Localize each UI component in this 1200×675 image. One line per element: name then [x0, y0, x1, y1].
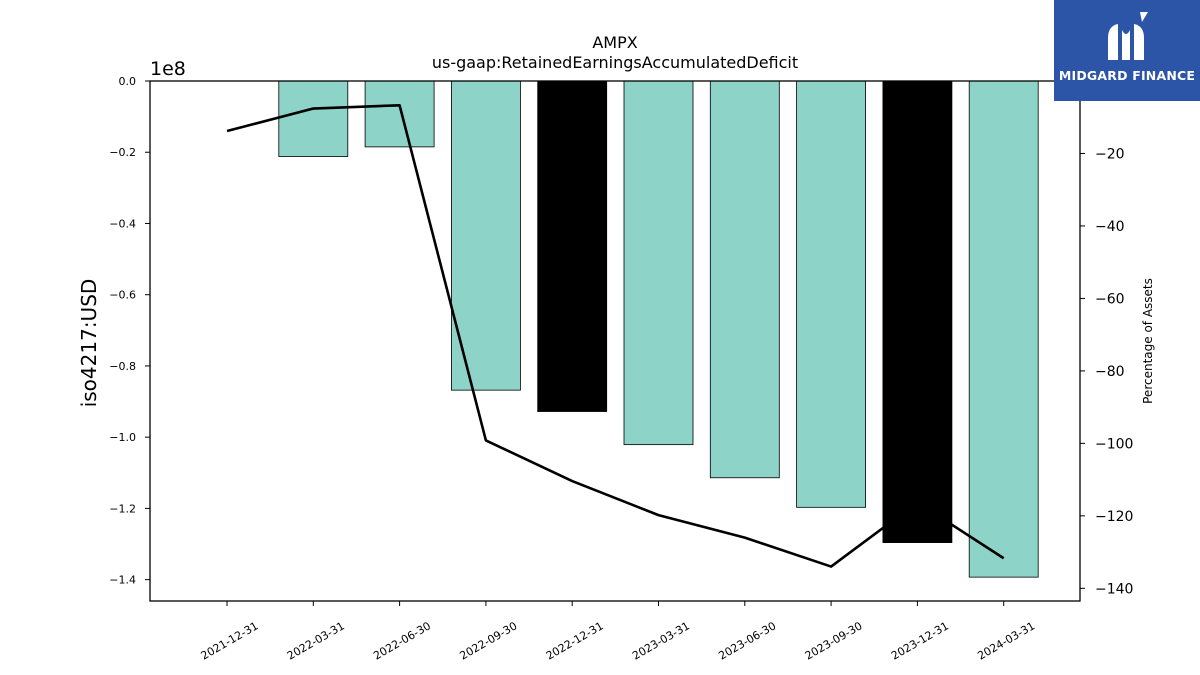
bar-2023-06-30	[709, 80, 780, 479]
y-tick-label: 0.0	[119, 75, 137, 88]
bar-2022-12-31	[537, 80, 608, 412]
y2-tick-label: −120	[1095, 509, 1133, 525]
x-tick-label: 2022-03-31	[285, 619, 347, 662]
y2-tick-label: −40	[1095, 219, 1125, 235]
y-tick-label: −0.4	[109, 217, 136, 230]
y-axis-left: 0.0 −0.2 −0.4 −0.6 −0.8 −1.0 −1.2 −1.4	[109, 75, 150, 587]
chart-subtitle: us-gaap:RetainedEarningsAccumulatedDefic…	[432, 53, 798, 72]
bar-2022-09-30	[450, 80, 521, 391]
y2-tick-label: −100	[1095, 436, 1133, 452]
y2-tick-label: −20	[1095, 146, 1125, 162]
bar-2023-09-30	[796, 80, 866, 508]
y-axis-label: iso4217:USD	[77, 279, 101, 408]
x-tick-label: 2023-09-30	[803, 619, 865, 662]
y2-tick-label: −140	[1095, 581, 1133, 597]
bar-2022-06-30	[364, 80, 435, 148]
x-tick-label: 2023-12-31	[889, 619, 951, 662]
y-tick-label: −0.8	[109, 360, 136, 373]
x-tick-label: 2021-12-31	[199, 619, 261, 662]
bar-2023-12-31	[882, 80, 953, 543]
y2-tick-label: −80	[1095, 364, 1125, 380]
bar-2023-03-31	[623, 80, 694, 446]
x-tick-label: 2023-06-30	[716, 619, 778, 662]
bars-group	[278, 80, 1039, 578]
y-axis-right: −20 −40 −60 −80 −100 −120 −140	[1080, 146, 1133, 597]
chart-title: AMPX	[592, 33, 637, 52]
y2-tick-label: −60	[1095, 291, 1125, 307]
percentage-of-assets-line	[226, 103, 1005, 568]
line-group	[226, 103, 1005, 568]
plot-frame	[149, 80, 1081, 602]
logo-text: MIDGARD FINANCE	[1058, 68, 1196, 83]
x-tick-label: 2024-03-31	[975, 619, 1037, 662]
y-tick-label: −0.6	[109, 289, 136, 302]
y-tick-label: −1.2	[109, 502, 136, 515]
x-tick-label: 2023-03-31	[630, 619, 692, 662]
bar-2024-03-31	[968, 80, 1039, 578]
midgard-finance-logo: MIDGARD FINANCE	[1054, 0, 1200, 101]
x-tick-label: 2022-09-30	[458, 619, 520, 662]
y-offset-label: 1e8	[150, 58, 186, 80]
y2-axis-label: Percentage of Assets	[1141, 278, 1155, 404]
y-tick-label: −0.2	[109, 146, 136, 159]
x-tick-label: 2022-12-31	[544, 619, 606, 662]
x-tick-label: 2022-06-30	[371, 619, 433, 662]
midgard-logo-icon	[1108, 12, 1148, 60]
y-tick-label: −1.4	[109, 574, 136, 587]
bar-2022-03-31	[278, 80, 349, 157]
y-tick-label: −1.0	[109, 431, 136, 444]
x-axis: 2021-12-31 2022-03-31 2022-06-30 2022-09-30…	[199, 601, 1037, 663]
